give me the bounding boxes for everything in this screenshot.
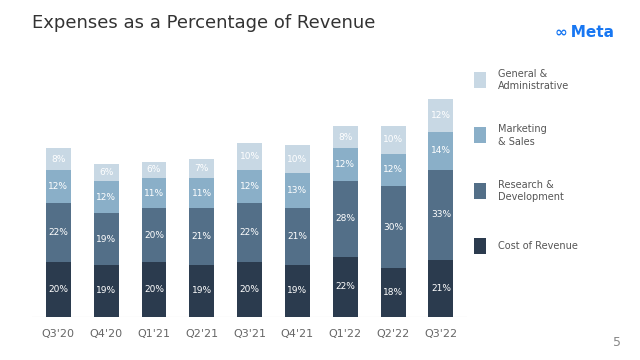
Bar	[428, 260, 453, 317]
Bar	[46, 262, 71, 317]
Bar	[285, 173, 310, 208]
Text: 13%: 13%	[287, 186, 307, 195]
Text: Q3'20: Q3'20	[42, 329, 75, 339]
Bar	[333, 126, 358, 148]
Text: 11%: 11%	[144, 189, 164, 198]
Text: 8%: 8%	[51, 154, 65, 163]
Text: 10%: 10%	[287, 154, 307, 163]
Bar	[428, 170, 453, 260]
Bar	[141, 178, 166, 208]
Bar	[381, 268, 406, 317]
Bar	[237, 143, 262, 170]
Text: 22%: 22%	[49, 228, 68, 237]
Bar	[428, 99, 453, 132]
Text: 12%: 12%	[48, 182, 68, 191]
Text: 28%: 28%	[335, 214, 355, 223]
Text: 12%: 12%	[96, 193, 116, 202]
Bar	[381, 154, 406, 186]
Bar	[381, 126, 406, 154]
Text: 7%: 7%	[195, 164, 209, 173]
Bar	[237, 262, 262, 317]
Text: 19%: 19%	[96, 287, 116, 296]
Bar	[189, 159, 214, 178]
Bar	[189, 208, 214, 265]
Bar	[93, 165, 118, 181]
Text: 11%: 11%	[192, 189, 212, 198]
Text: 20%: 20%	[239, 285, 260, 294]
Bar	[237, 170, 262, 203]
FancyBboxPatch shape	[474, 183, 486, 199]
Text: 20%: 20%	[144, 285, 164, 294]
Bar	[141, 208, 166, 262]
Text: General &
Administrative: General & Administrative	[498, 69, 569, 91]
Bar	[93, 213, 118, 265]
Text: 33%: 33%	[431, 210, 451, 219]
Bar	[46, 203, 71, 262]
Text: 19%: 19%	[192, 287, 212, 296]
Bar	[46, 170, 71, 203]
Text: 21%: 21%	[287, 232, 307, 241]
Text: 21%: 21%	[431, 284, 451, 293]
Bar	[237, 203, 262, 262]
Text: 6%: 6%	[147, 165, 161, 174]
Text: Q2'21: Q2'21	[185, 329, 218, 339]
Bar	[93, 181, 118, 213]
Text: 22%: 22%	[239, 228, 260, 237]
Text: Marketing
& Sales: Marketing & Sales	[498, 124, 547, 147]
Text: 14%: 14%	[431, 147, 451, 156]
Text: 12%: 12%	[431, 111, 451, 120]
Bar	[141, 262, 166, 317]
Text: Q2'22: Q2'22	[376, 329, 410, 339]
Bar	[285, 145, 310, 173]
Text: Q1'21: Q1'21	[138, 329, 170, 339]
Bar	[46, 148, 71, 170]
Text: 19%: 19%	[96, 235, 116, 244]
Text: ∞ Meta: ∞ Meta	[556, 25, 614, 40]
Bar	[333, 257, 358, 317]
Bar	[285, 265, 310, 317]
Text: 10%: 10%	[383, 135, 403, 144]
FancyBboxPatch shape	[474, 127, 486, 143]
Text: 20%: 20%	[48, 285, 68, 294]
Text: 21%: 21%	[192, 232, 212, 241]
Text: 22%: 22%	[335, 282, 355, 291]
Bar	[428, 132, 453, 170]
Text: 19%: 19%	[287, 287, 307, 296]
Text: 8%: 8%	[338, 133, 353, 142]
Text: Q3'22: Q3'22	[424, 329, 458, 339]
Text: 10%: 10%	[239, 152, 260, 161]
Bar	[333, 148, 358, 181]
Text: Q4'21: Q4'21	[281, 329, 314, 339]
Text: Q1'22: Q1'22	[329, 329, 362, 339]
Bar	[189, 265, 214, 317]
Bar	[189, 178, 214, 208]
Text: Q3'21: Q3'21	[233, 329, 266, 339]
Bar	[285, 208, 310, 265]
Text: Q4'20: Q4'20	[90, 329, 123, 339]
Text: 5: 5	[613, 336, 621, 349]
FancyBboxPatch shape	[474, 72, 486, 88]
Bar	[93, 265, 118, 317]
Text: 6%: 6%	[99, 168, 113, 177]
Text: Expenses as a Percentage of Revenue: Expenses as a Percentage of Revenue	[32, 14, 376, 32]
Text: Cost of Revenue: Cost of Revenue	[498, 241, 577, 251]
Bar	[333, 181, 358, 257]
Text: 12%: 12%	[239, 182, 260, 191]
Text: 20%: 20%	[144, 231, 164, 240]
Text: 12%: 12%	[383, 165, 403, 174]
Bar	[141, 162, 166, 178]
Bar	[381, 186, 406, 268]
FancyBboxPatch shape	[474, 238, 486, 254]
Text: 30%: 30%	[383, 222, 403, 231]
Text: 18%: 18%	[383, 288, 403, 297]
Text: 12%: 12%	[335, 160, 355, 169]
Text: Research &
Development: Research & Development	[498, 180, 563, 202]
